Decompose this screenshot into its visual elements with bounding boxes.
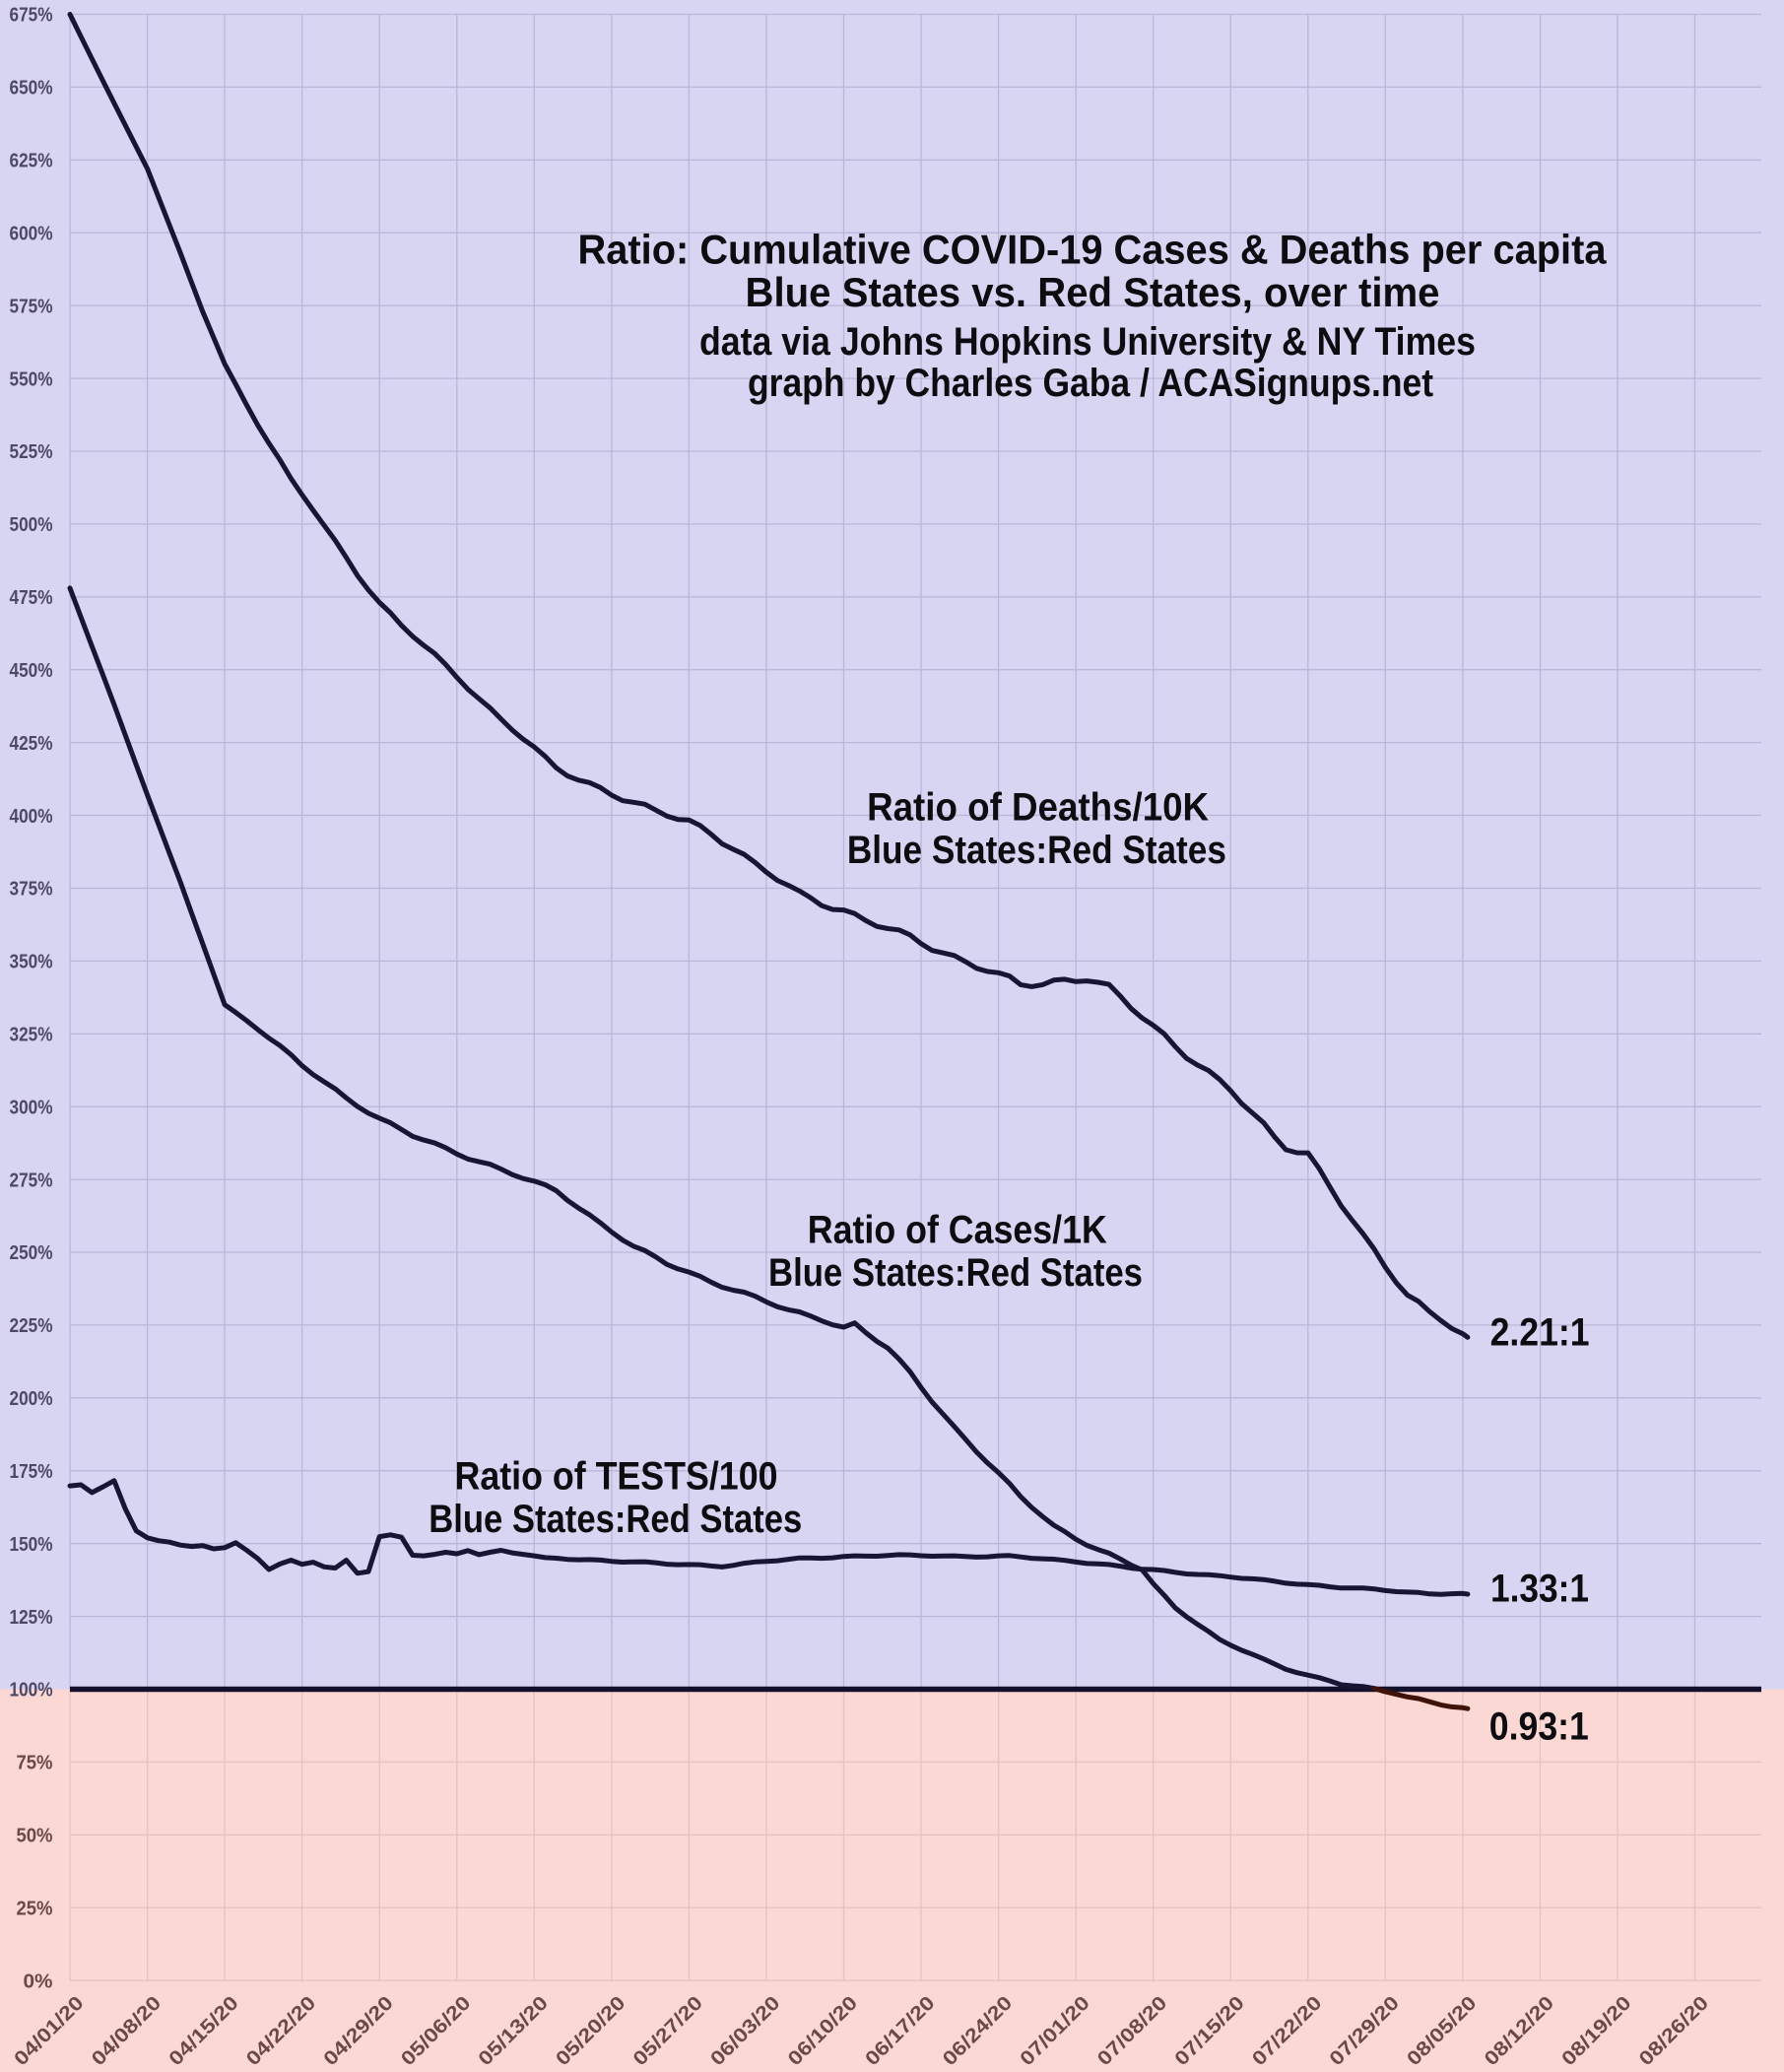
svg-text:325%: 325% bbox=[10, 1025, 53, 1046]
svg-text:200%: 200% bbox=[10, 1388, 53, 1410]
svg-text:425%: 425% bbox=[10, 733, 53, 755]
svg-text:Ratio of Cases/1K: Ratio of Cases/1K bbox=[808, 1209, 1107, 1252]
svg-text:400%: 400% bbox=[10, 806, 53, 828]
svg-text:175%: 175% bbox=[10, 1461, 53, 1483]
svg-text:50%: 50% bbox=[17, 1826, 53, 1847]
svg-text:125%: 125% bbox=[10, 1607, 53, 1629]
svg-text:475%: 475% bbox=[10, 587, 53, 609]
svg-text:1.33:1: 1.33:1 bbox=[1490, 1567, 1589, 1610]
svg-text:550%: 550% bbox=[10, 368, 53, 390]
svg-text:600%: 600% bbox=[10, 223, 53, 244]
svg-text:Ratio: Cumulative COVID-19 Cas: Ratio: Cumulative COVID-19 Cases & Death… bbox=[578, 227, 1608, 273]
svg-text:Blue States:Red States: Blue States:Red States bbox=[847, 829, 1226, 872]
svg-text:Blue States:Red States: Blue States:Red States bbox=[429, 1498, 802, 1541]
svg-text:625%: 625% bbox=[10, 151, 53, 172]
svg-text:275%: 275% bbox=[10, 1170, 53, 1191]
svg-text:Blue States:Red States: Blue States:Red States bbox=[768, 1251, 1143, 1295]
svg-text:675%: 675% bbox=[10, 5, 53, 27]
svg-text:375%: 375% bbox=[10, 879, 53, 901]
svg-text:graph by Charles Gaba / ACASig: graph by Charles Gaba / ACASignups.net bbox=[748, 362, 1433, 405]
svg-text:350%: 350% bbox=[10, 952, 53, 973]
svg-text:25%: 25% bbox=[17, 1898, 53, 1919]
svg-text:Ratio of Deaths/10K: Ratio of Deaths/10K bbox=[867, 785, 1209, 829]
svg-text:575%: 575% bbox=[10, 296, 53, 317]
svg-text:Ratio of TESTS/100: Ratio of TESTS/100 bbox=[455, 1454, 778, 1498]
svg-text:2.21:1: 2.21:1 bbox=[1490, 1311, 1590, 1355]
svg-text:300%: 300% bbox=[10, 1097, 53, 1118]
svg-text:data via Johns Hopkins Univers: data via Johns Hopkins University & NY T… bbox=[699, 320, 1476, 364]
svg-text:0.93:1: 0.93:1 bbox=[1489, 1704, 1589, 1748]
svg-text:75%: 75% bbox=[17, 1753, 53, 1774]
svg-text:250%: 250% bbox=[10, 1242, 53, 1264]
svg-text:525%: 525% bbox=[10, 441, 53, 463]
svg-text:225%: 225% bbox=[10, 1315, 53, 1337]
svg-text:450%: 450% bbox=[10, 660, 53, 682]
svg-text:150%: 150% bbox=[10, 1534, 53, 1556]
svg-text:0%: 0% bbox=[24, 1971, 53, 1992]
svg-text:500%: 500% bbox=[10, 514, 53, 536]
svg-text:Blue States vs. Red States, ov: Blue States vs. Red States, over time bbox=[746, 269, 1440, 315]
svg-text:650%: 650% bbox=[10, 78, 53, 100]
svg-text:100%: 100% bbox=[10, 1680, 53, 1702]
